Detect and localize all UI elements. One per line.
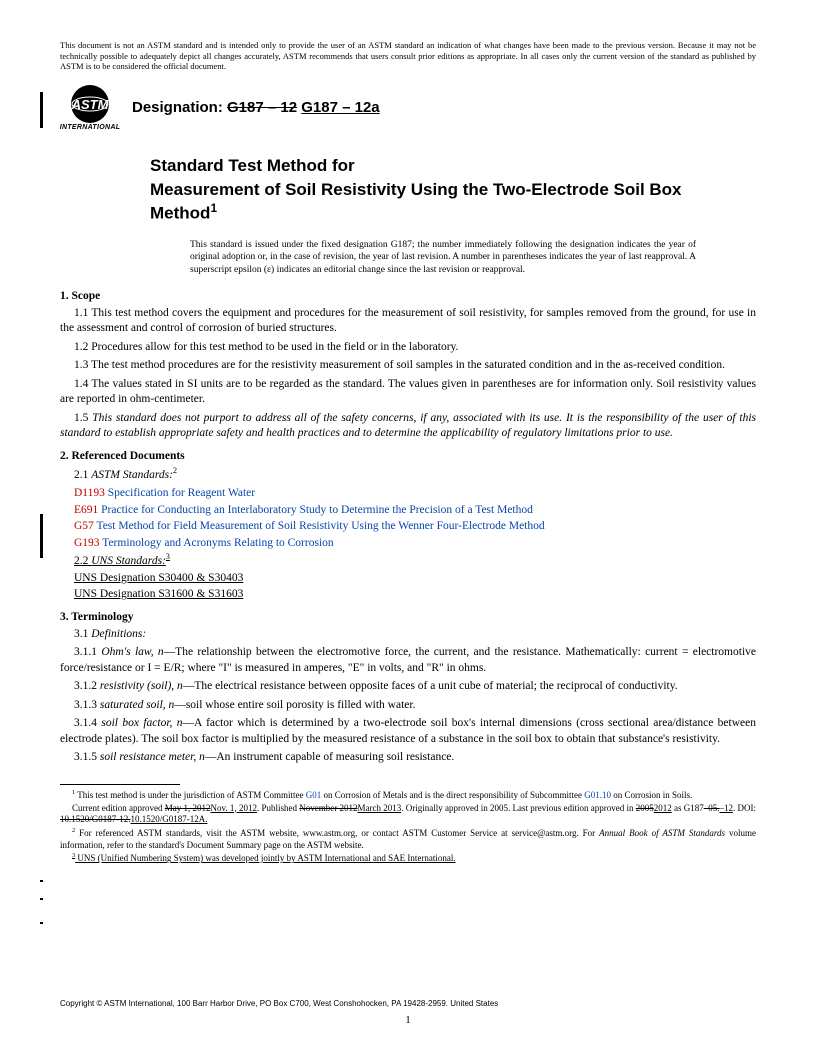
section-3-head: 3. Terminology (60, 611, 756, 623)
para-3-1-3: 3.1.3 saturated soil, n—soil whose entir… (60, 698, 756, 714)
footnote-2: 2 For referenced ASTM standards, visit t… (60, 827, 756, 851)
title-line1: Standard Test Method for (150, 155, 716, 177)
astm-refs: D1193 Specification for Reagent Water E6… (74, 486, 756, 602)
para-3-1-5: 3.1.5 soil resistance meter, n—An instru… (60, 750, 756, 766)
ref-d1193[interactable]: D1193 Specification for Reagent Water (74, 486, 756, 502)
page-number: 1 (0, 1014, 816, 1026)
link-g01[interactable]: G01 (306, 790, 322, 800)
para-1-4: 1.4 The values stated in SI units are to… (60, 377, 756, 408)
footnotes: 1 This test method is under the jurisdic… (60, 789, 756, 865)
footnote-rule (60, 784, 180, 785)
para-3-1-1: 3.1.1 Ohm's law, n—The relationship betw… (60, 645, 756, 676)
change-bar (40, 514, 43, 558)
para-3-1-4: 3.1.4 soil box factor, n—A factor which … (60, 716, 756, 747)
footnote-3: 3 UNS (Unified Numbering System) was dev… (60, 852, 756, 865)
ref-uns1: UNS Designation S30400 & S30403 (74, 571, 756, 587)
change-bar (40, 92, 43, 128)
disclaimer-text: This document is not an ASTM standard an… (60, 40, 756, 72)
para-1-1: 1.1 This test method covers the equipmen… (60, 306, 756, 337)
para-3-1: 3.1 Definitions: (60, 627, 756, 643)
ref-g193[interactable]: G193 Terminology and Acronyms Relating t… (74, 536, 756, 552)
section-1-head: 1. Scope (60, 290, 756, 302)
astm-logo-icon: ASTM (64, 84, 116, 124)
section-2-head: 2. Referenced Documents (60, 450, 756, 462)
ref-g57[interactable]: G57 Test Method for Field Measurement of… (74, 519, 756, 535)
para-1-5: 1.5 This standard does not purport to ad… (60, 411, 756, 442)
svg-text:ASTM: ASTM (71, 97, 110, 112)
change-bar (40, 880, 43, 882)
para-1-3: 1.3 The test method procedures are for t… (60, 358, 756, 374)
footnote-1b: Current edition approved May 1, 2012Nov.… (60, 803, 756, 826)
designation: Designation: G187 – 12 G187 – 12a (132, 99, 380, 116)
issuance-note: This standard is issued under the fixed … (190, 239, 716, 276)
title-footnote-ref: 1 (210, 201, 217, 215)
logo-label: INTERNATIONAL (60, 124, 121, 131)
para-3-1-2: 3.1.2 resistivity (soil), n—The electric… (60, 679, 756, 695)
para-2-2: 2.2 UNS Standards:3 (74, 552, 756, 569)
astm-logo: ASTM INTERNATIONAL (60, 84, 120, 131)
header-row: ASTM INTERNATIONAL Designation: G187 – 1… (60, 84, 756, 131)
link-g0110[interactable]: G01.10 (584, 790, 611, 800)
ref-e691[interactable]: E691 Practice for Conducting an Interlab… (74, 503, 756, 519)
title-block: Standard Test Method for Measurement of … (150, 155, 716, 276)
para-2-1: 2.1 ASTM Standards:2 (60, 466, 756, 483)
designation-label: Designation: (132, 99, 223, 116)
para-1-2: 1.2 Procedures allow for this test metho… (60, 340, 756, 356)
change-bar (40, 898, 43, 900)
change-bar (40, 922, 43, 924)
designation-old: G187 – 12 (227, 99, 297, 116)
ref-uns2: UNS Designation S31600 & S31603 (74, 587, 756, 603)
designation-new: G187 – 12a (301, 99, 379, 116)
copyright: Copyright © ASTM International, 100 Barr… (60, 999, 498, 1008)
footnote-1: 1 This test method is under the jurisdic… (60, 789, 756, 802)
title-line2: Measurement of Soil Resistivity Using th… (150, 179, 716, 225)
